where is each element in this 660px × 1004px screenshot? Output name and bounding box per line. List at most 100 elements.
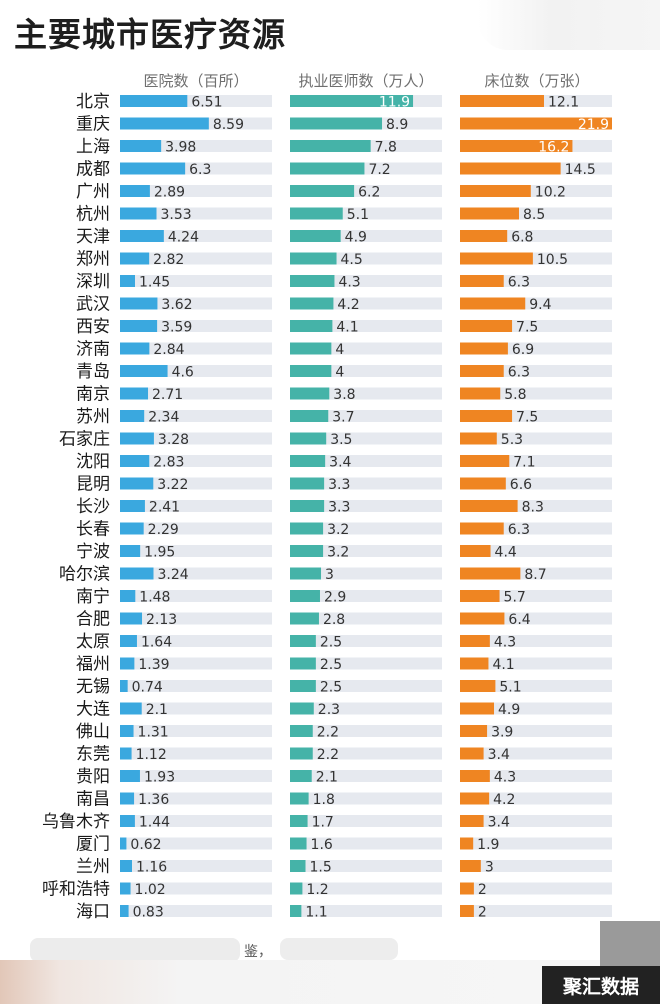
value-label: 1.1 bbox=[305, 905, 327, 921]
value-label: 8.7 bbox=[524, 567, 546, 583]
bar-track bbox=[460, 657, 612, 670]
value-label: 4.2 bbox=[337, 297, 359, 313]
bar bbox=[120, 117, 209, 130]
value-label: 1.95 bbox=[144, 545, 175, 561]
city-label: 北京 bbox=[76, 92, 110, 112]
city-label: 沈阳 bbox=[76, 452, 110, 472]
bar-track bbox=[120, 882, 272, 895]
city-label: 上海 bbox=[76, 137, 110, 157]
value-label: 2.89 bbox=[154, 185, 185, 201]
column-header: 床位数（万张） bbox=[484, 72, 589, 90]
value-label: 6.3 bbox=[508, 365, 530, 381]
bar-track bbox=[120, 612, 272, 625]
value-label: 7.1 bbox=[513, 455, 535, 471]
bar-track bbox=[290, 747, 442, 760]
city-label: 海口 bbox=[76, 902, 110, 922]
value-label: 10.2 bbox=[535, 185, 566, 201]
value-label: 4.4 bbox=[495, 545, 517, 561]
value-label: 3.7 bbox=[332, 410, 354, 426]
bar bbox=[120, 477, 154, 490]
value-label: 3.98 bbox=[165, 140, 196, 156]
value-label: 12.1 bbox=[548, 95, 579, 111]
bar bbox=[460, 635, 490, 647]
bar-track bbox=[120, 207, 272, 220]
value-label: 1.93 bbox=[144, 770, 175, 786]
value-label: 6.9 bbox=[512, 342, 534, 358]
city-label: 长春 bbox=[76, 520, 110, 540]
bar bbox=[120, 702, 142, 715]
city-label: 南昌 bbox=[76, 790, 110, 810]
bar-track bbox=[120, 387, 272, 400]
value-label: 3.62 bbox=[161, 297, 192, 313]
value-label: 4.1 bbox=[492, 657, 514, 673]
bar-track bbox=[120, 747, 272, 760]
bar bbox=[460, 455, 510, 467]
value-label: 3.59 bbox=[161, 320, 192, 336]
bar-track bbox=[120, 185, 272, 197]
bar bbox=[290, 230, 341, 242]
bar-track bbox=[290, 477, 442, 490]
bar-track bbox=[290, 770, 442, 782]
bar bbox=[120, 747, 132, 760]
bar bbox=[120, 680, 128, 692]
value-label: 2.2 bbox=[317, 747, 339, 763]
value-label: 8.9 bbox=[386, 117, 408, 133]
bar bbox=[120, 410, 145, 422]
value-label: 3.4 bbox=[488, 815, 510, 831]
bar bbox=[460, 792, 490, 805]
bar bbox=[120, 297, 158, 310]
bar bbox=[120, 522, 144, 535]
bar bbox=[290, 320, 333, 332]
bar-track bbox=[460, 792, 612, 805]
bar-track bbox=[120, 522, 272, 535]
bar bbox=[290, 882, 303, 895]
value-label: 3.28 bbox=[158, 432, 189, 448]
bar bbox=[120, 905, 129, 917]
value-label: 2.1 bbox=[146, 702, 168, 718]
value-label: 4.9 bbox=[498, 702, 520, 718]
value-label: 2 bbox=[478, 905, 487, 921]
bar-track bbox=[120, 252, 272, 265]
value-label: 2.71 bbox=[152, 387, 183, 403]
value-label: 2.84 bbox=[153, 342, 184, 358]
bar-track bbox=[290, 680, 442, 692]
value-label: 2.41 bbox=[149, 500, 180, 516]
bar bbox=[120, 140, 162, 152]
value-label: 2.83 bbox=[153, 455, 184, 471]
value-label: 3.4 bbox=[329, 455, 351, 471]
column-header: 执业医师数（万人） bbox=[298, 72, 433, 90]
bar bbox=[120, 432, 154, 445]
value-label: 3.53 bbox=[161, 207, 192, 223]
bar bbox=[460, 747, 484, 760]
value-label: 5.8 bbox=[504, 387, 526, 403]
value-label: 2.5 bbox=[320, 657, 342, 673]
bar bbox=[460, 590, 500, 602]
value-label: 5.7 bbox=[504, 590, 526, 606]
city-label: 贵阳 bbox=[76, 767, 110, 787]
bar-track bbox=[460, 702, 612, 715]
bar bbox=[290, 905, 302, 917]
value-label: 9.4 bbox=[529, 297, 551, 313]
bar-track bbox=[460, 882, 612, 895]
bar bbox=[290, 635, 316, 647]
bar bbox=[290, 275, 335, 287]
city-label: 呼和浩特 bbox=[42, 880, 110, 900]
medical-resources-chart: 医院数（百所） 执业医师数（万人） 床位数（万张） 北京 6.51 11.9 12.1 重庆 8… bbox=[42, 72, 612, 922]
value-label: 6.51 bbox=[191, 95, 222, 111]
bar bbox=[290, 702, 314, 715]
city-label: 苏州 bbox=[76, 407, 110, 427]
bar-track bbox=[290, 657, 442, 670]
bar bbox=[290, 207, 343, 220]
bar bbox=[290, 860, 306, 872]
bar bbox=[120, 365, 168, 377]
value-label: 3.9 bbox=[491, 725, 513, 741]
value-label: 4.3 bbox=[494, 635, 516, 651]
bar bbox=[120, 455, 150, 467]
bar-track bbox=[290, 837, 442, 850]
bar-track bbox=[290, 725, 442, 737]
value-label: 7.5 bbox=[516, 320, 538, 336]
bar bbox=[460, 162, 561, 175]
bar-track bbox=[120, 320, 272, 332]
bar-track bbox=[120, 680, 272, 692]
bar bbox=[120, 635, 137, 647]
